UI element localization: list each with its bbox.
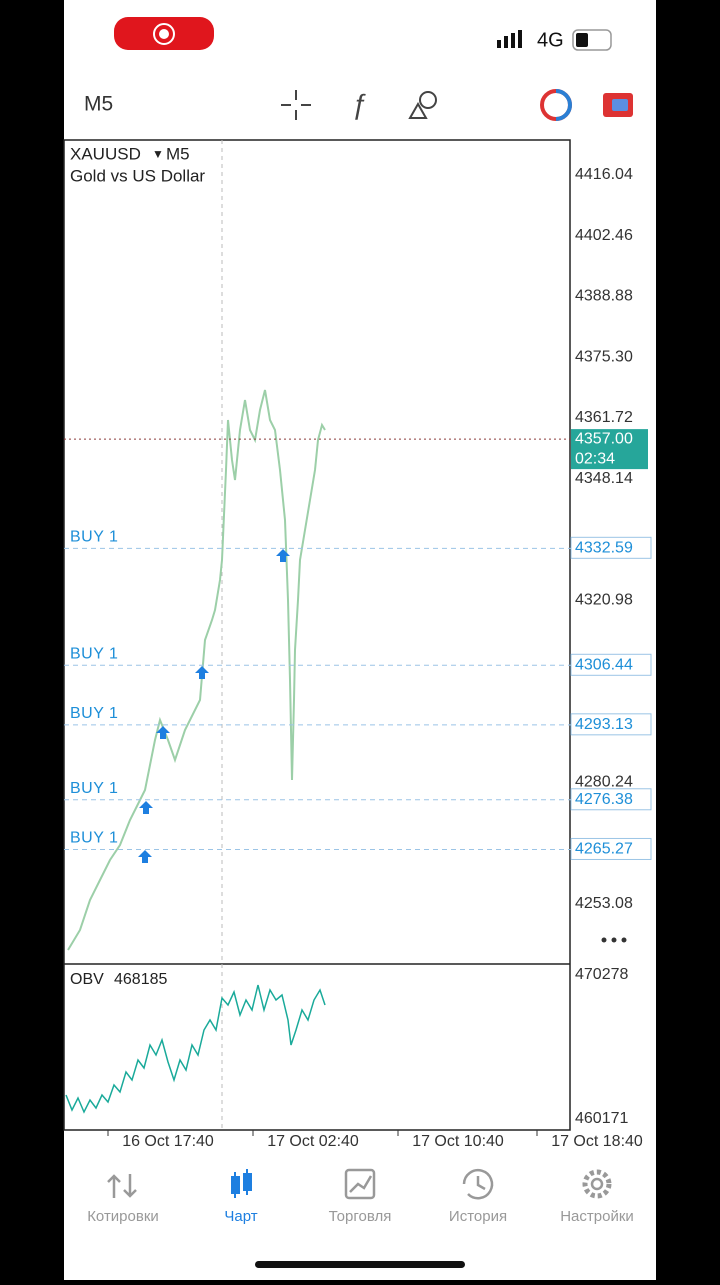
nav-label[interactable]: Настройки [560,1208,634,1225]
more-dot[interactable] [621,937,627,943]
quotes-icon [107,1174,137,1198]
account-icon-half [555,89,572,121]
time-label: 17 Oct 18:40 [551,1133,643,1150]
objects-icon[interactable] [408,91,437,119]
record-dot [159,29,169,39]
battery-icon [572,29,612,51]
order-price: 4276.38 [575,791,633,808]
nav-label[interactable]: Чарт [224,1208,257,1225]
chart[interactable]: XAUUSD ▼ M5 Gold vs US Dollar OBV 468185… [63,139,652,1150]
timeframe-button[interactable]: M5 [84,93,113,116]
order-label[interactable]: BUY 1 [70,780,118,797]
price-tick-label: 4361.72 [575,409,633,426]
time-label: 17 Oct 02:40 [267,1133,359,1150]
crosshair-icon[interactable] [281,90,311,120]
bottom-nav: Котировки Чарт Торговля История Настройки [87,1168,634,1225]
battery-level [576,33,588,47]
more-dot[interactable] [601,937,607,943]
indicators-icon[interactable]: ƒ [351,88,367,119]
symbol: XAUUSD [70,144,141,163]
order-price: 4265.27 [575,841,633,858]
trade-icon-inner [612,99,628,111]
more-dot[interactable] [611,937,617,943]
order-label[interactable]: BUY 1 [70,646,118,663]
right-bezel [656,1130,720,1160]
indicator-name: OBV [70,971,104,988]
history-icon [462,1168,494,1200]
price-tick-label: 4253.08 [575,895,633,912]
buy-arrows [138,549,290,863]
order-label[interactable]: BUY 1 [70,830,118,847]
network-type: 4G [537,29,564,51]
order-price: 4293.13 [575,716,633,733]
price-tick-label: 4402.46 [575,227,633,244]
price-tick-label: 4388.88 [575,288,633,305]
order-price-box [570,788,652,811]
nav-label[interactable]: Котировки [87,1208,159,1225]
order-price-box [570,536,652,559]
signal-icon [497,30,522,48]
order-price: 4332.59 [575,540,633,557]
price-tick-label: 4348.14 [575,470,633,487]
chart-icon [231,1169,252,1198]
order-label[interactable]: BUY 1 [70,705,118,722]
record-icon [153,23,175,45]
order-price-box [570,837,652,860]
indicator-value: 468185 [114,971,167,988]
obv-series [65,984,326,1114]
chart-timeframe: M5 [166,144,190,163]
price-series [67,389,326,951]
nav-label[interactable]: Торговля [329,1208,392,1225]
trade-nav-icon [344,1168,376,1200]
chart-frame [63,139,571,1131]
home-indicator [255,1261,465,1268]
indicator-scale-top: 470278 [575,966,628,983]
price-tick-label: 4320.98 [575,591,633,608]
settings-icon [582,1169,612,1199]
symbol-dropdown[interactable]: ▼ [152,147,164,161]
price-tick-label: 4280.24 [575,774,633,791]
price-tick-label: 4416.04 [575,166,633,183]
order-price-box [570,653,652,676]
nav-label[interactable]: История [449,1208,507,1225]
indicator-scale-bottom: 460171 [575,1110,628,1127]
order-price: 4306.44 [575,657,633,674]
order-label[interactable]: BUY 1 [70,529,118,546]
order-price-box [570,713,652,736]
current-price: 4357.00 [575,430,633,447]
countdown: 02:34 [575,450,615,467]
time-label: 16 Oct 17:40 [122,1133,214,1150]
symbol-description: Gold vs US Dollar [70,166,205,185]
time-label: 17 Oct 10:40 [412,1133,504,1150]
price-tick-label: 4375.30 [575,348,633,365]
current-price-box [571,429,648,470]
